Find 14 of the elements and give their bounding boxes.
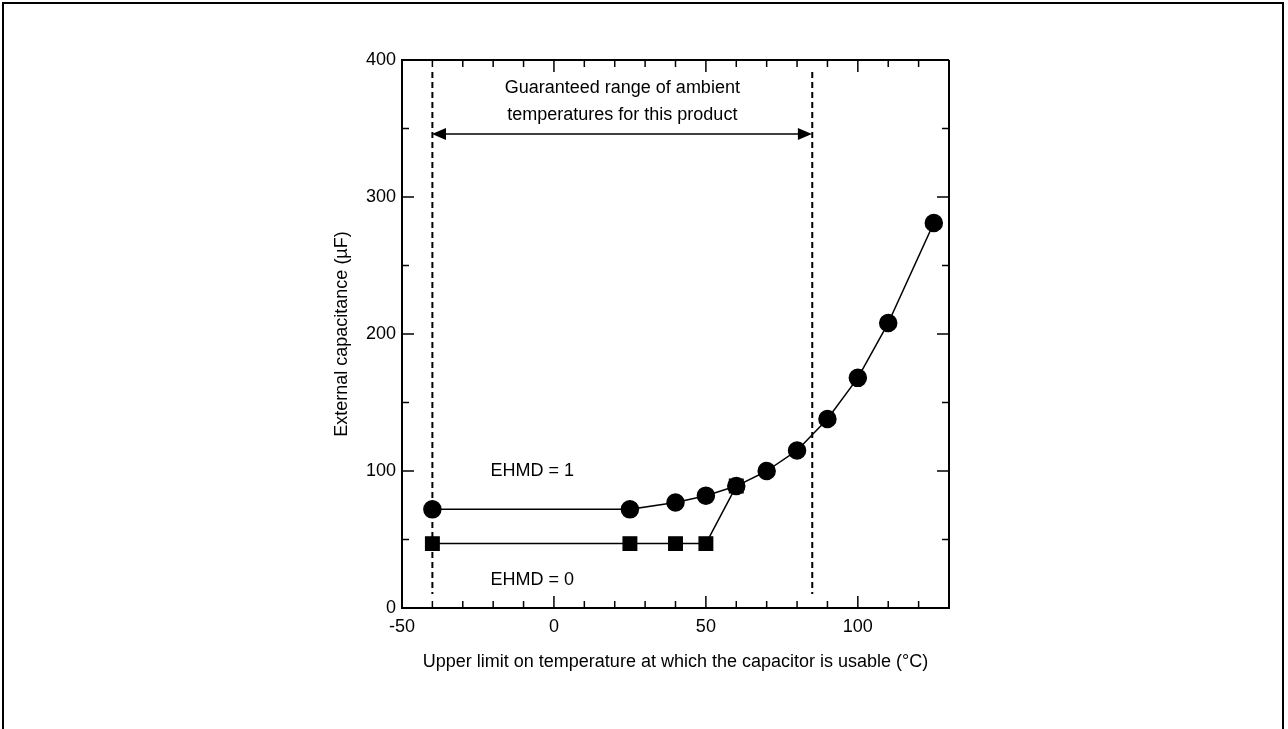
series-label: EHMD = 1 — [490, 460, 574, 481]
y-tick-label: 300 — [365, 185, 396, 206]
x-axis-title: Upper limit on temperature at which the capacitor is usable (°C) — [422, 650, 929, 671]
y-tick-label: 0 — [385, 596, 396, 617]
x-tick-label: 0 — [548, 615, 559, 636]
y-tick-label: 100 — [365, 459, 396, 480]
y-axis-title: External capacitance (µF) — [330, 231, 351, 437]
y-tick-label: 200 — [365, 322, 396, 343]
series-label: EHMD = 0 — [490, 568, 574, 589]
x-tick-label: 50 — [695, 615, 716, 636]
y-tick-label: 400 — [365, 48, 396, 69]
x-tick-label: -50 — [388, 615, 416, 636]
x-tick-label: 100 — [842, 615, 873, 636]
annotation: Guaranteed range of ambient temperatures for this product — [504, 76, 740, 124]
